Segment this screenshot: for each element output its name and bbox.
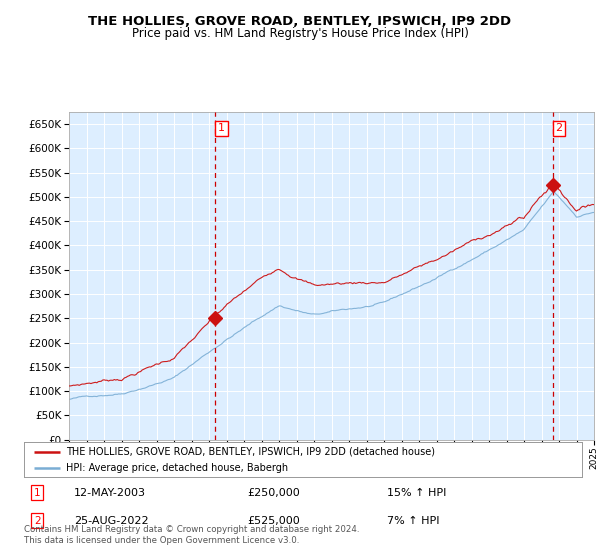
Text: 12-MAY-2003: 12-MAY-2003 — [74, 488, 146, 498]
Text: 1: 1 — [218, 123, 225, 133]
Text: HPI: Average price, detached house, Babergh: HPI: Average price, detached house, Babe… — [66, 464, 288, 473]
Text: 2: 2 — [34, 516, 41, 525]
Text: £525,000: £525,000 — [247, 516, 300, 525]
Text: 25-AUG-2022: 25-AUG-2022 — [74, 516, 149, 525]
Text: Price paid vs. HM Land Registry's House Price Index (HPI): Price paid vs. HM Land Registry's House … — [131, 27, 469, 40]
Text: 2: 2 — [556, 123, 563, 133]
Text: 1: 1 — [34, 488, 41, 498]
Text: Contains HM Land Registry data © Crown copyright and database right 2024.
This d: Contains HM Land Registry data © Crown c… — [24, 525, 359, 545]
Text: 15% ↑ HPI: 15% ↑ HPI — [387, 488, 446, 498]
Text: 7% ↑ HPI: 7% ↑ HPI — [387, 516, 439, 525]
Text: THE HOLLIES, GROVE ROAD, BENTLEY, IPSWICH, IP9 2DD: THE HOLLIES, GROVE ROAD, BENTLEY, IPSWIC… — [88, 15, 512, 28]
Text: £250,000: £250,000 — [247, 488, 300, 498]
Text: THE HOLLIES, GROVE ROAD, BENTLEY, IPSWICH, IP9 2DD (detached house): THE HOLLIES, GROVE ROAD, BENTLEY, IPSWIC… — [66, 447, 435, 457]
